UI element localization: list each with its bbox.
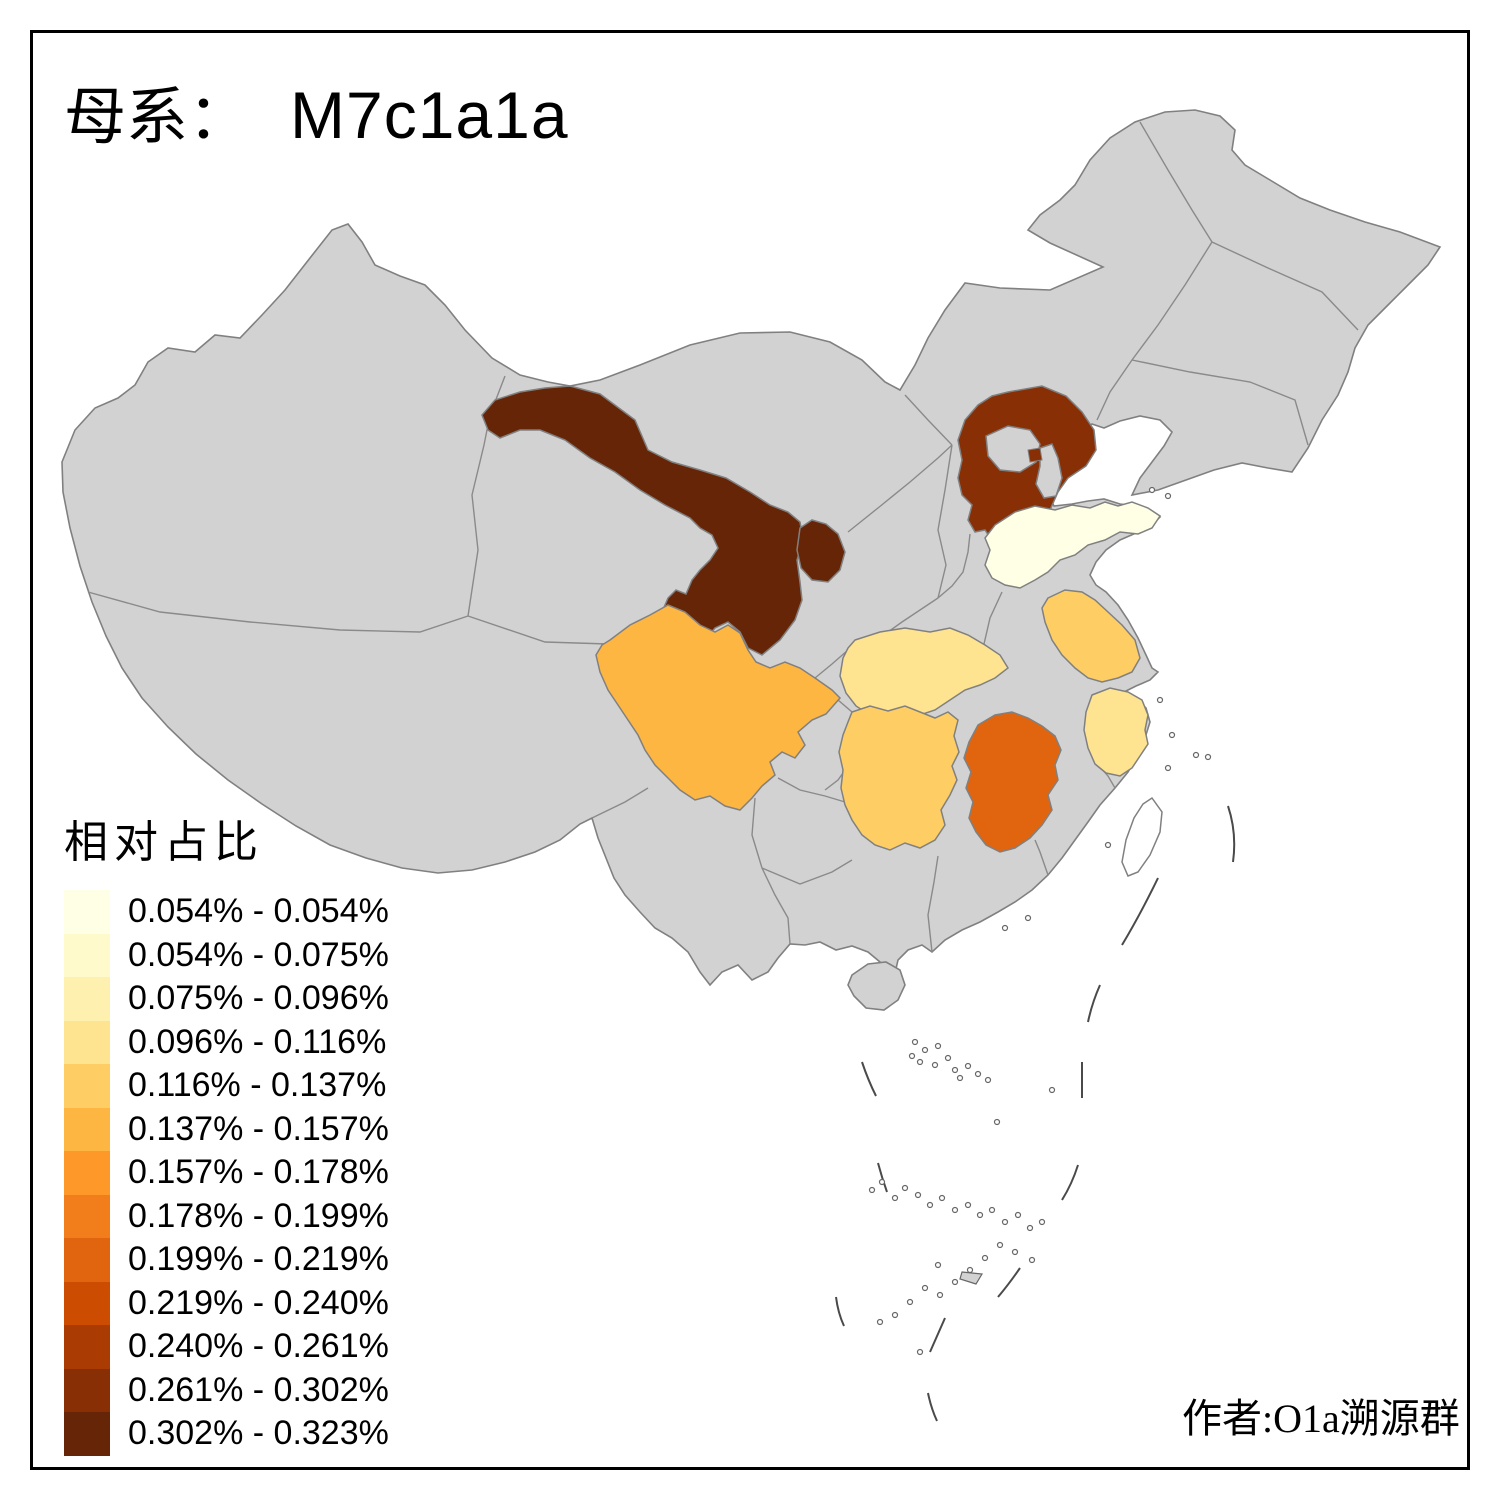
province-hunan	[838, 705, 960, 851]
hainan-island	[847, 961, 906, 1011]
legend-item: 0.199% - 0.219%	[64, 1238, 389, 1282]
legend-item: 0.157% - 0.178%	[64, 1151, 389, 1195]
legend-item: 0.240% - 0.261%	[64, 1325, 389, 1369]
province-sichuan	[595, 604, 842, 811]
map-title: 母系： M7c1a1a	[64, 66, 569, 156]
legend-label: 0.054% - 0.075%	[128, 935, 389, 974]
legend-item: 0.096% - 0.116%	[64, 1020, 389, 1064]
municipality-overlays	[985, 425, 1063, 499]
province-shandong	[984, 501, 1162, 589]
legend-item: 0.054% - 0.075%	[64, 933, 389, 977]
colored-provinces	[481, 385, 1162, 853]
legend-label: 0.157% - 0.178%	[128, 1153, 389, 1192]
legend-item: 0.261% - 0.302%	[64, 1368, 389, 1412]
province-zhejiang	[1083, 687, 1149, 777]
province-beijing	[985, 425, 1041, 473]
legend-label: 0.137% - 0.157%	[128, 1109, 389, 1148]
legend-swatch	[64, 1368, 110, 1412]
province-ningxia	[796, 519, 846, 583]
taiwan-island	[1121, 796, 1163, 877]
legend-swatch	[64, 1238, 110, 1282]
legend-swatch	[64, 1107, 110, 1151]
province-tianjin	[1035, 443, 1063, 499]
legend-label: 0.054% - 0.054%	[128, 892, 389, 931]
legend-label: 0.075% - 0.096%	[128, 979, 389, 1018]
legend-rows: 0.054% - 0.054% 0.054% - 0.075% 0.075% - 0…	[64, 890, 389, 1456]
title-haplogroup: M7c1a1a	[290, 78, 569, 152]
legend-title: 相对占比	[64, 818, 264, 867]
attribution: 作者:O1a溯源群	[1182, 1396, 1460, 1441]
legend-label: 0.240% - 0.261%	[128, 1327, 389, 1366]
legend-item: 0.054% - 0.054%	[64, 890, 389, 934]
legend-swatch	[64, 1020, 110, 1064]
legend-item: 0.075% - 0.096%	[64, 977, 389, 1021]
legend-item: 0.302% - 0.323%	[64, 1412, 389, 1456]
legend-label: 0.261% - 0.302%	[128, 1370, 389, 1409]
province-hubei	[839, 627, 1009, 719]
legend-swatch	[64, 890, 110, 934]
legend-item: 0.219% - 0.240%	[64, 1281, 389, 1325]
sea-boundary-dashes	[835, 805, 1236, 1422]
province-jiangsu	[1041, 589, 1141, 683]
legend-label: 0.116% - 0.137%	[128, 1066, 387, 1105]
legend-swatch	[64, 1281, 110, 1325]
small-islands	[868, 486, 1212, 1356]
legend-swatch	[64, 1194, 110, 1238]
legend-label: 0.219% - 0.240%	[128, 1283, 389, 1322]
title-prefix: 母系：	[64, 84, 251, 152]
legend-swatch	[64, 977, 110, 1021]
legend-swatch	[64, 933, 110, 977]
legend-label: 0.178% - 0.199%	[128, 1196, 389, 1235]
legend-item: 0.178% - 0.199%	[64, 1194, 389, 1238]
legend: 相对占比 0.054% - 0.054% 0.054% - 0.075% 0.075…	[64, 806, 389, 1456]
legend-label: 0.199% - 0.219%	[128, 1240, 389, 1279]
legend-item: 0.116% - 0.137%	[64, 1064, 389, 1108]
legend-item: 0.137% - 0.157%	[64, 1107, 389, 1151]
province-hebei-exclave	[1027, 447, 1043, 463]
legend-swatch	[64, 1325, 110, 1369]
legend-swatch	[64, 1151, 110, 1195]
legend-swatch	[64, 1064, 110, 1108]
legend-label: 0.302% - 0.323%	[128, 1414, 389, 1453]
islet-gray	[959, 1271, 984, 1285]
legend-swatch	[64, 1412, 110, 1456]
legend-label: 0.096% - 0.116%	[128, 1022, 387, 1061]
province-jiangxi	[963, 711, 1062, 853]
